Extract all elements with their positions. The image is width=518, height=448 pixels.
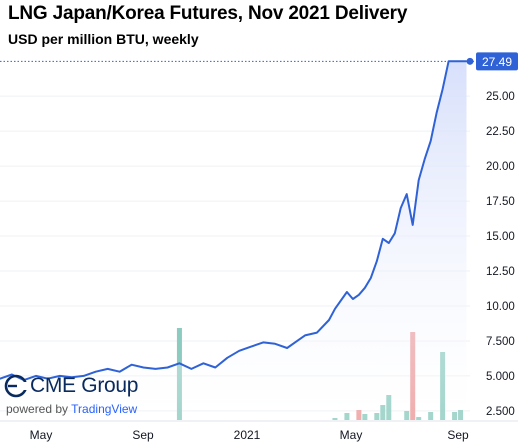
last-price-marker: 27.49: [0, 52, 518, 71]
chart-title: LNG Japan/Korea Futures, Nov 2021 Delive…: [8, 3, 408, 24]
x-tick-label: Sep: [447, 428, 469, 442]
price-line: [0, 60, 467, 382]
price-area: [0, 61, 467, 420]
y-tick-label: 12.50: [486, 266, 515, 278]
last-price-label: 27.49: [482, 55, 512, 69]
powered-by-tradingview[interactable]: powered by TradingView: [6, 402, 137, 416]
area-layer: [0, 61, 467, 420]
cme-logo-text: CME Group: [30, 374, 139, 397]
y-tick-label: 22.50: [486, 126, 515, 138]
chart-subtitle: USD per million BTU, weekly: [8, 31, 199, 47]
last-price-badge: [476, 52, 518, 71]
y-tick-label: 5.000: [486, 371, 515, 383]
y-tick-label: 20.00: [486, 161, 515, 173]
x-axis: May Sep 2021 May Sep: [0, 420, 518, 442]
y-tick-label: 25.00: [486, 91, 515, 103]
powered-by-label: powered by: [6, 402, 69, 416]
y-axis: 2.500 5.000 7.500 10.00 12.50 15.00 17.50 20.00…: [486, 91, 515, 418]
x-tick-label: Sep: [132, 428, 154, 442]
last-price-dot: [466, 57, 474, 65]
x-tick-label: 2021: [234, 428, 261, 442]
tradingview-link[interactable]: TradingView: [71, 402, 138, 416]
cme-globe-icon: [4, 374, 28, 398]
x-tick-label: May: [30, 428, 53, 442]
y-tick-label: 10.00: [486, 301, 515, 313]
y-tick-label: 7.500: [486, 336, 515, 348]
y-tick-label: 15.00: [486, 231, 515, 243]
x-tick-label: May: [340, 428, 363, 442]
y-tick-label: 17.50: [486, 196, 515, 208]
y-tick-label: 2.500: [486, 406, 515, 418]
cme-group-logo: CME Group: [4, 374, 138, 398]
